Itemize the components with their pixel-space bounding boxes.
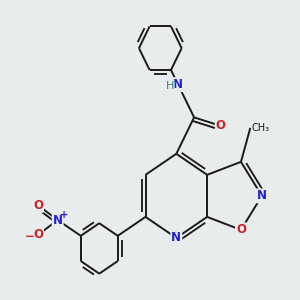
Text: N: N [257, 189, 267, 203]
Text: O: O [33, 228, 43, 241]
Text: +: + [60, 210, 68, 220]
Text: N: N [53, 214, 63, 226]
Text: N: N [173, 78, 183, 91]
Text: O: O [216, 119, 226, 132]
Text: CH₃: CH₃ [252, 123, 270, 133]
Text: −: − [24, 230, 34, 243]
Text: O: O [33, 199, 43, 212]
Text: O: O [236, 224, 246, 236]
Text: H: H [166, 81, 174, 91]
Text: N: N [171, 231, 181, 244]
